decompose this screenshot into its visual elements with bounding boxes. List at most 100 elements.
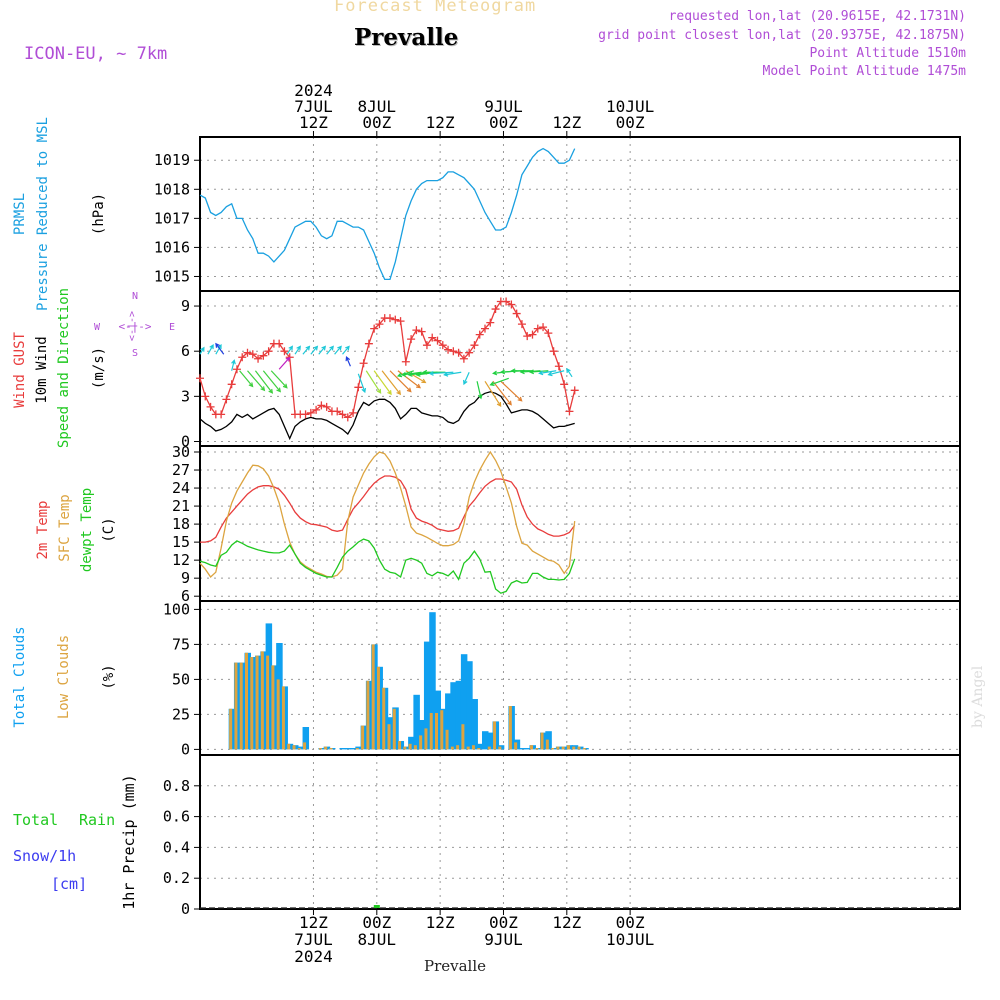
total-cloud-bar	[450, 682, 457, 750]
top-time-label: 2024	[294, 81, 333, 100]
low-cloud-bar	[297, 748, 301, 750]
wind-arrow	[484, 380, 502, 408]
y-tick-label: 0.4	[163, 838, 190, 856]
low-cloud-bar	[419, 735, 423, 750]
top-time-label: 12Z	[552, 113, 581, 132]
total-cloud-bar	[460, 654, 468, 750]
wind-arrow	[342, 345, 350, 355]
gust-marker	[523, 332, 532, 341]
gust-marker	[322, 402, 331, 411]
low-cloud-bar	[435, 713, 438, 750]
gust-marker	[248, 350, 257, 359]
low-cloud-bar	[535, 748, 539, 750]
wind-arrow	[500, 380, 523, 402]
model-altitude: Model Point Altitude 1475m	[762, 64, 967, 79]
low-cloud-bar	[266, 655, 270, 750]
total-cloud-bar	[455, 680, 463, 750]
gust-marker	[470, 341, 479, 350]
gust-marker	[517, 320, 526, 329]
wind-frame	[199, 290, 961, 447]
low-cloud-bar	[508, 706, 512, 750]
sfc-temp-line	[199, 450, 576, 578]
compass-south: S	[132, 348, 138, 359]
y-tick-label: 15	[172, 533, 190, 551]
gust-marker	[259, 351, 268, 360]
low-cloud-bar	[376, 666, 380, 750]
y-tick-label: 0.8	[163, 777, 190, 795]
total-cloud-bar	[339, 748, 346, 750]
low-cloud-bar	[493, 721, 497, 750]
dewpoint-title: dewpt Temp	[79, 488, 95, 572]
cloud-bars	[228, 612, 589, 750]
wind-arrow	[207, 344, 214, 355]
bottom-time-label: 00Z	[616, 913, 645, 932]
gust-marker	[560, 380, 569, 389]
gust-marker	[491, 305, 500, 314]
y-tick-label: 1016	[154, 238, 190, 256]
low-cloud-bar	[445, 729, 449, 750]
y-tick-label: 12	[172, 551, 190, 569]
gust-marker	[280, 347, 289, 356]
wind-arrow	[396, 370, 414, 378]
wind-speed-line	[199, 391, 575, 441]
low-cloud-bar	[461, 724, 465, 750]
wind-direction-arrows	[199, 342, 573, 408]
gust-marker	[549, 347, 558, 356]
low-cloud-bar	[540, 732, 544, 750]
low-cloud-bar	[287, 743, 291, 750]
low-cloud-bar	[250, 657, 254, 750]
wind-arrow	[318, 345, 327, 355]
gust-title: Wind GUST	[12, 332, 28, 408]
total-cloud-bar	[471, 699, 478, 750]
low-cloud-bar	[281, 686, 285, 750]
gust-marker	[196, 374, 204, 383]
compass-north: N	[132, 291, 138, 302]
gust-marker	[370, 324, 379, 333]
dewpoint-line	[199, 538, 576, 594]
total-cloud-bar	[423, 641, 431, 750]
gust-marker	[465, 348, 474, 357]
low-clouds-title: Low Clouds	[56, 635, 72, 719]
y-tick-label: 1017	[154, 209, 190, 227]
gust-marker	[264, 347, 273, 356]
y-tick-label: 0	[181, 432, 190, 450]
low-cloud-bar	[471, 745, 475, 750]
top-time-label: 7JUL	[294, 97, 333, 116]
low-cloud-bar	[487, 746, 491, 750]
y-tick-label: 18	[172, 515, 190, 533]
gust-marker	[338, 410, 347, 419]
wind-arrow	[270, 370, 288, 389]
bottom-time-label: 12Z	[299, 913, 328, 932]
low-cloud-bar	[255, 655, 259, 750]
top-time-label: 00Z	[616, 113, 645, 132]
total-cloud-bar	[350, 748, 357, 750]
gust-marker	[343, 413, 352, 422]
pressure-panel: 1015 1016 1017 1018 1019	[154, 136, 961, 292]
low-cloud-bar	[545, 739, 549, 750]
low-cloud-bar	[324, 746, 328, 750]
gust-marker	[412, 326, 421, 335]
y-tick-label: 9	[181, 569, 190, 587]
pressure-subtitle: Pressure Reduced to MSL	[35, 117, 51, 311]
total-cloud-bar	[413, 694, 420, 750]
wind-arrow	[302, 345, 311, 355]
total-cloud-bar	[482, 731, 489, 750]
gust-marker	[354, 383, 363, 392]
gust-marker	[422, 341, 431, 350]
low-cloud-bar	[408, 743, 412, 750]
precip-snow-title: Snow/1h	[13, 847, 76, 865]
gust-marker	[433, 336, 442, 345]
y-tick-label: 0	[181, 900, 190, 918]
requested-coords: requested lon,lat (20.9615E, 42.1731N)	[668, 9, 966, 24]
gust-marker	[386, 314, 394, 323]
low-cloud-bar	[245, 652, 248, 750]
gust-marker	[444, 345, 453, 354]
temp2m-title: 2m Temp	[35, 500, 51, 559]
wind-arrow	[310, 345, 319, 355]
y-tick-label: 3	[181, 387, 190, 405]
gust-marker	[333, 407, 342, 416]
low-cloud-bar	[366, 680, 370, 750]
low-cloud-bar	[392, 708, 396, 750]
low-cloud-bar	[403, 746, 407, 750]
